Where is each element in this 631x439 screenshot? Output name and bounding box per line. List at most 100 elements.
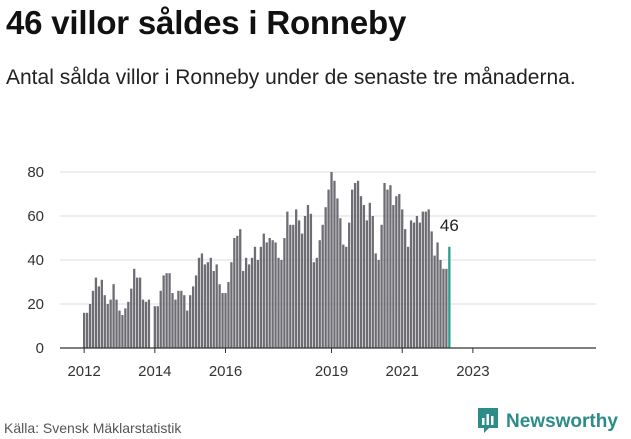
- bar: [165, 273, 168, 348]
- bar: [127, 301, 130, 348]
- bar: [206, 262, 209, 348]
- bar: [200, 253, 204, 348]
- bar: [112, 284, 115, 348]
- bar-chart-logo-icon: [476, 406, 500, 439]
- bar: [180, 290, 183, 348]
- bar: [295, 209, 298, 348]
- bar: [286, 211, 289, 348]
- bar: [209, 257, 212, 348]
- newsworthy-logo[interactable]: Newsworthy: [476, 407, 618, 437]
- bar: [374, 253, 377, 348]
- bar: [336, 198, 339, 348]
- bar: [268, 238, 271, 348]
- bar: [436, 242, 439, 348]
- bar: [203, 264, 207, 348]
- bar: [368, 202, 371, 348]
- bar: [401, 209, 404, 348]
- bar: [351, 189, 354, 348]
- bar: [421, 211, 424, 348]
- bar: [327, 189, 330, 348]
- bars: [83, 172, 451, 348]
- bar: [433, 255, 436, 348]
- bar: [259, 246, 262, 348]
- bar: [359, 196, 363, 348]
- bar: [186, 310, 189, 348]
- bar: [88, 304, 92, 348]
- bar: [427, 209, 430, 348]
- bar: [333, 180, 336, 348]
- source-note: Källa: Svensk Mäklarstatistik: [4, 420, 182, 436]
- bar: [174, 299, 177, 348]
- bar: [415, 216, 419, 348]
- x-tick-label: 2012: [67, 363, 100, 380]
- bar: [189, 295, 192, 348]
- bar: [404, 229, 407, 348]
- bar: [380, 224, 383, 348]
- bar: [389, 185, 392, 348]
- bar: [386, 189, 389, 348]
- bar: [430, 231, 433, 348]
- bar: [283, 238, 286, 348]
- bar: [324, 207, 327, 348]
- bar: [392, 205, 395, 348]
- bar: [300, 233, 304, 348]
- bar: [342, 244, 345, 348]
- chart-title: 46 villor såldes i Ronneby: [6, 4, 407, 41]
- bar: [371, 216, 374, 348]
- y-tick-label: 20: [27, 296, 44, 313]
- bar: [445, 268, 448, 348]
- bar-chart: 0 20 40 60 80 46 2012 2014 2016 2019 2021 2023: [27, 164, 596, 380]
- bar: [100, 279, 103, 348]
- bar: [147, 299, 151, 348]
- bar: [212, 271, 215, 348]
- bar: [356, 180, 360, 348]
- bar: [191, 286, 195, 348]
- x-tick-label: 2014: [138, 363, 171, 380]
- bar: [345, 246, 348, 348]
- bar: [171, 293, 174, 348]
- brand-name: Newsworthy: [506, 411, 618, 432]
- bar: [348, 222, 351, 348]
- bar: [377, 260, 380, 348]
- x-tick-label: 2023: [456, 363, 489, 380]
- bar: [91, 290, 95, 348]
- bar: [136, 277, 139, 348]
- bar: [83, 312, 86, 348]
- highlight-bar: [448, 246, 451, 348]
- bar: [312, 262, 316, 348]
- bar: [197, 257, 201, 348]
- bar: [94, 277, 98, 348]
- bar: [395, 196, 398, 348]
- bar: [271, 240, 274, 348]
- bar: [183, 295, 186, 348]
- bar: [159, 290, 162, 348]
- bar: [292, 224, 295, 348]
- bar: [247, 264, 251, 348]
- bar: [265, 242, 268, 348]
- bar: [239, 229, 242, 348]
- bar: [409, 220, 413, 348]
- bar: [442, 268, 445, 348]
- bar: [103, 295, 106, 348]
- bar: [85, 312, 89, 348]
- bar: [315, 257, 318, 348]
- bar: [97, 286, 101, 348]
- axes: 0 20 40 60 80 46 2012 2014 2016 2019 2021 2023: [27, 164, 596, 380]
- bar: [141, 299, 145, 348]
- y-tick-label: 60: [27, 208, 44, 225]
- bar: [424, 211, 427, 348]
- bar: [215, 264, 218, 348]
- bar: [144, 301, 148, 348]
- y-tick-label: 80: [27, 164, 44, 181]
- bar: [365, 220, 369, 348]
- bar: [412, 222, 416, 348]
- bar: [262, 233, 265, 348]
- bar: [168, 273, 171, 348]
- bar: [289, 224, 292, 348]
- bar: [233, 238, 236, 348]
- bar: [118, 310, 121, 348]
- bar: [221, 293, 224, 348]
- bar: [109, 299, 112, 348]
- bar: [227, 282, 230, 348]
- bar: [121, 315, 124, 348]
